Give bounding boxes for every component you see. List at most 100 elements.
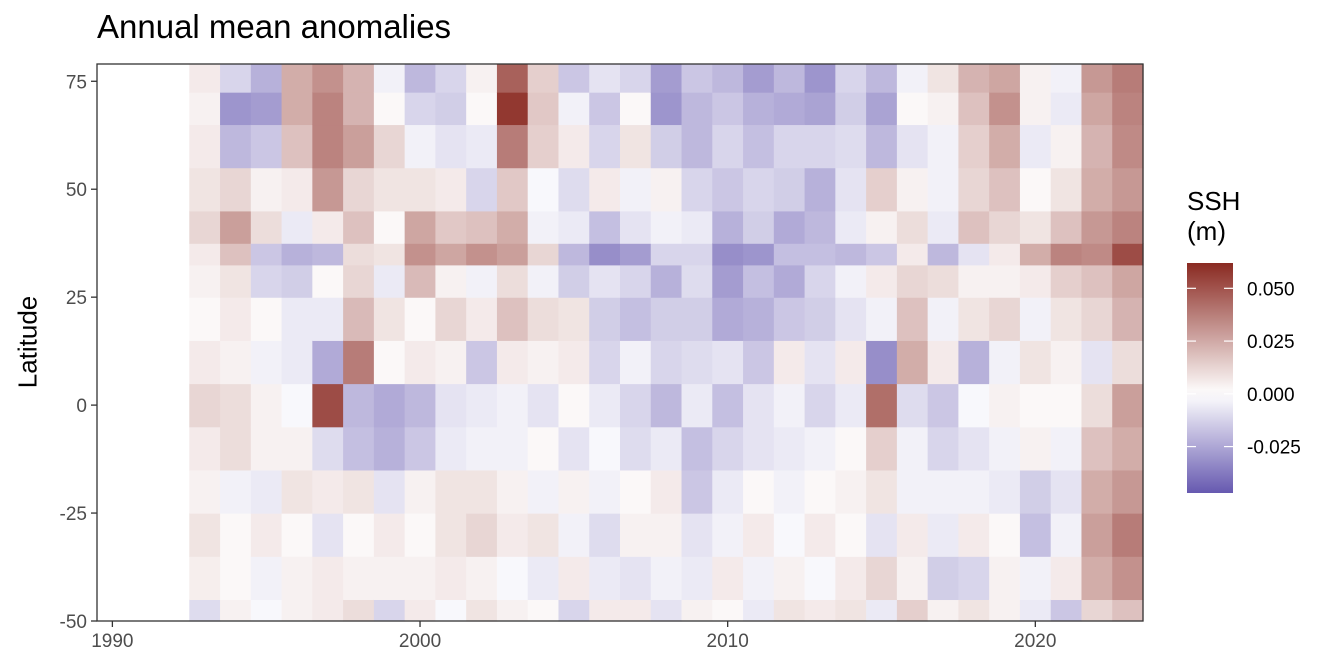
heatmap-cell bbox=[404, 210, 437, 244]
heatmap-cell bbox=[343, 243, 375, 266]
heatmap-cell bbox=[435, 210, 467, 244]
heatmap-cell bbox=[835, 599, 867, 622]
heatmap-cell bbox=[373, 426, 406, 471]
heatmap-cell bbox=[773, 383, 806, 428]
heatmap-cell bbox=[250, 92, 283, 126]
heatmap-cell bbox=[989, 383, 1021, 428]
heatmap-cell bbox=[404, 556, 437, 601]
heatmap-cell bbox=[466, 426, 498, 471]
heatmap-cell bbox=[1112, 124, 1144, 169]
heatmap-cell bbox=[312, 599, 344, 622]
heatmap-cell bbox=[896, 340, 929, 385]
x-tick-label: 2000 bbox=[399, 631, 441, 652]
heatmap-cell bbox=[281, 92, 313, 126]
heatmap-cell bbox=[312, 243, 344, 266]
heatmap-cell bbox=[220, 297, 252, 341]
heatmap-cell bbox=[158, 243, 190, 266]
x-axis: 1990 2000 2010 2020 bbox=[91, 621, 1056, 652]
heatmap-cell bbox=[97, 92, 129, 126]
heatmap-cell bbox=[343, 92, 375, 126]
heatmap-cell bbox=[527, 383, 560, 428]
heatmap-cell bbox=[1019, 297, 1052, 341]
heatmap-cell bbox=[927, 297, 960, 341]
heatmap-cell bbox=[343, 469, 375, 514]
heatmap-cell bbox=[681, 469, 713, 514]
heatmap-cell bbox=[866, 426, 898, 471]
heatmap-cell bbox=[250, 210, 283, 244]
heatmap-cell bbox=[712, 513, 744, 557]
heatmap-cell bbox=[773, 556, 806, 601]
heatmap-cell bbox=[1050, 383, 1083, 428]
heatmap-cell bbox=[1081, 556, 1113, 601]
heatmap-cell bbox=[281, 340, 313, 385]
heatmap-cell bbox=[712, 167, 744, 212]
heatmap-cell bbox=[435, 426, 467, 471]
heatmap-cell bbox=[281, 513, 313, 557]
heatmap-cell bbox=[189, 297, 221, 341]
heatmap-cell bbox=[650, 599, 683, 622]
heatmap-cell bbox=[250, 264, 283, 298]
heatmap-cell bbox=[804, 210, 836, 244]
heatmap-cell bbox=[1050, 599, 1083, 622]
heatmap-cell bbox=[958, 264, 990, 298]
heatmap-cell bbox=[127, 556, 160, 601]
heatmap-cell bbox=[804, 167, 836, 212]
heatmap-cell bbox=[404, 383, 437, 428]
heatmap-cell bbox=[743, 513, 775, 557]
heatmap-cell bbox=[650, 64, 683, 93]
heatmap-cell bbox=[220, 124, 252, 169]
heatmap-cell bbox=[496, 599, 529, 622]
heatmap-cell bbox=[712, 297, 744, 341]
heatmap-cell bbox=[127, 210, 160, 244]
heatmap-cell bbox=[1081, 599, 1113, 622]
heatmap-cell bbox=[312, 167, 344, 212]
heatmap-cell bbox=[220, 469, 252, 514]
heatmap-cell bbox=[989, 297, 1021, 341]
heatmap-cell bbox=[743, 167, 775, 212]
heatmap-cell bbox=[312, 426, 344, 471]
heatmap-cell bbox=[835, 210, 867, 244]
heatmap-cell bbox=[435, 556, 467, 601]
heatmap-cell bbox=[835, 297, 867, 341]
heatmap-cell bbox=[773, 167, 806, 212]
heatmap-cell bbox=[158, 513, 190, 557]
heatmap-cell bbox=[220, 64, 252, 93]
heatmap-cell bbox=[866, 469, 898, 514]
heatmap-cell bbox=[620, 556, 652, 601]
heatmap-cell bbox=[650, 426, 683, 471]
heatmap-cell bbox=[527, 599, 560, 622]
heatmap-cell bbox=[158, 64, 190, 93]
heatmap-cell bbox=[620, 243, 652, 266]
heatmap-cell bbox=[866, 210, 898, 244]
heatmap-cell bbox=[989, 264, 1021, 298]
y-axis: 75 50 25 0 -25 -50 bbox=[60, 72, 97, 633]
heatmap-cell bbox=[404, 264, 437, 298]
y-tick-label: 25 bbox=[66, 288, 87, 309]
heatmap-cell bbox=[127, 383, 160, 428]
heatmap-cell bbox=[466, 92, 498, 126]
heatmap-cell bbox=[712, 243, 744, 266]
heatmap-cell bbox=[589, 243, 621, 266]
heatmap-cell bbox=[435, 469, 467, 514]
heatmap-cell bbox=[927, 513, 960, 557]
heatmap-cell bbox=[712, 556, 744, 601]
heatmap-cell bbox=[312, 210, 344, 244]
heatmap-cell bbox=[1081, 92, 1113, 126]
heatmap-cell bbox=[1050, 556, 1083, 601]
heatmap-cell bbox=[1112, 243, 1144, 266]
heatmap-cell bbox=[835, 92, 867, 126]
heatmap-cell bbox=[158, 297, 190, 341]
heatmap-cell bbox=[989, 210, 1021, 244]
heatmap-cell bbox=[1019, 64, 1052, 93]
heatmap-cell bbox=[620, 297, 652, 341]
heatmap-cell bbox=[835, 469, 867, 514]
heatmap-cell bbox=[496, 383, 529, 428]
heatmap-cell bbox=[97, 243, 129, 266]
heatmap-cell bbox=[466, 469, 498, 514]
heatmap-cell bbox=[527, 167, 560, 212]
heatmap-cell bbox=[804, 243, 836, 266]
heatmap-cell bbox=[804, 556, 836, 601]
heatmap-cell bbox=[958, 513, 990, 557]
heatmap-cell bbox=[435, 383, 467, 428]
heatmap-cell bbox=[743, 264, 775, 298]
